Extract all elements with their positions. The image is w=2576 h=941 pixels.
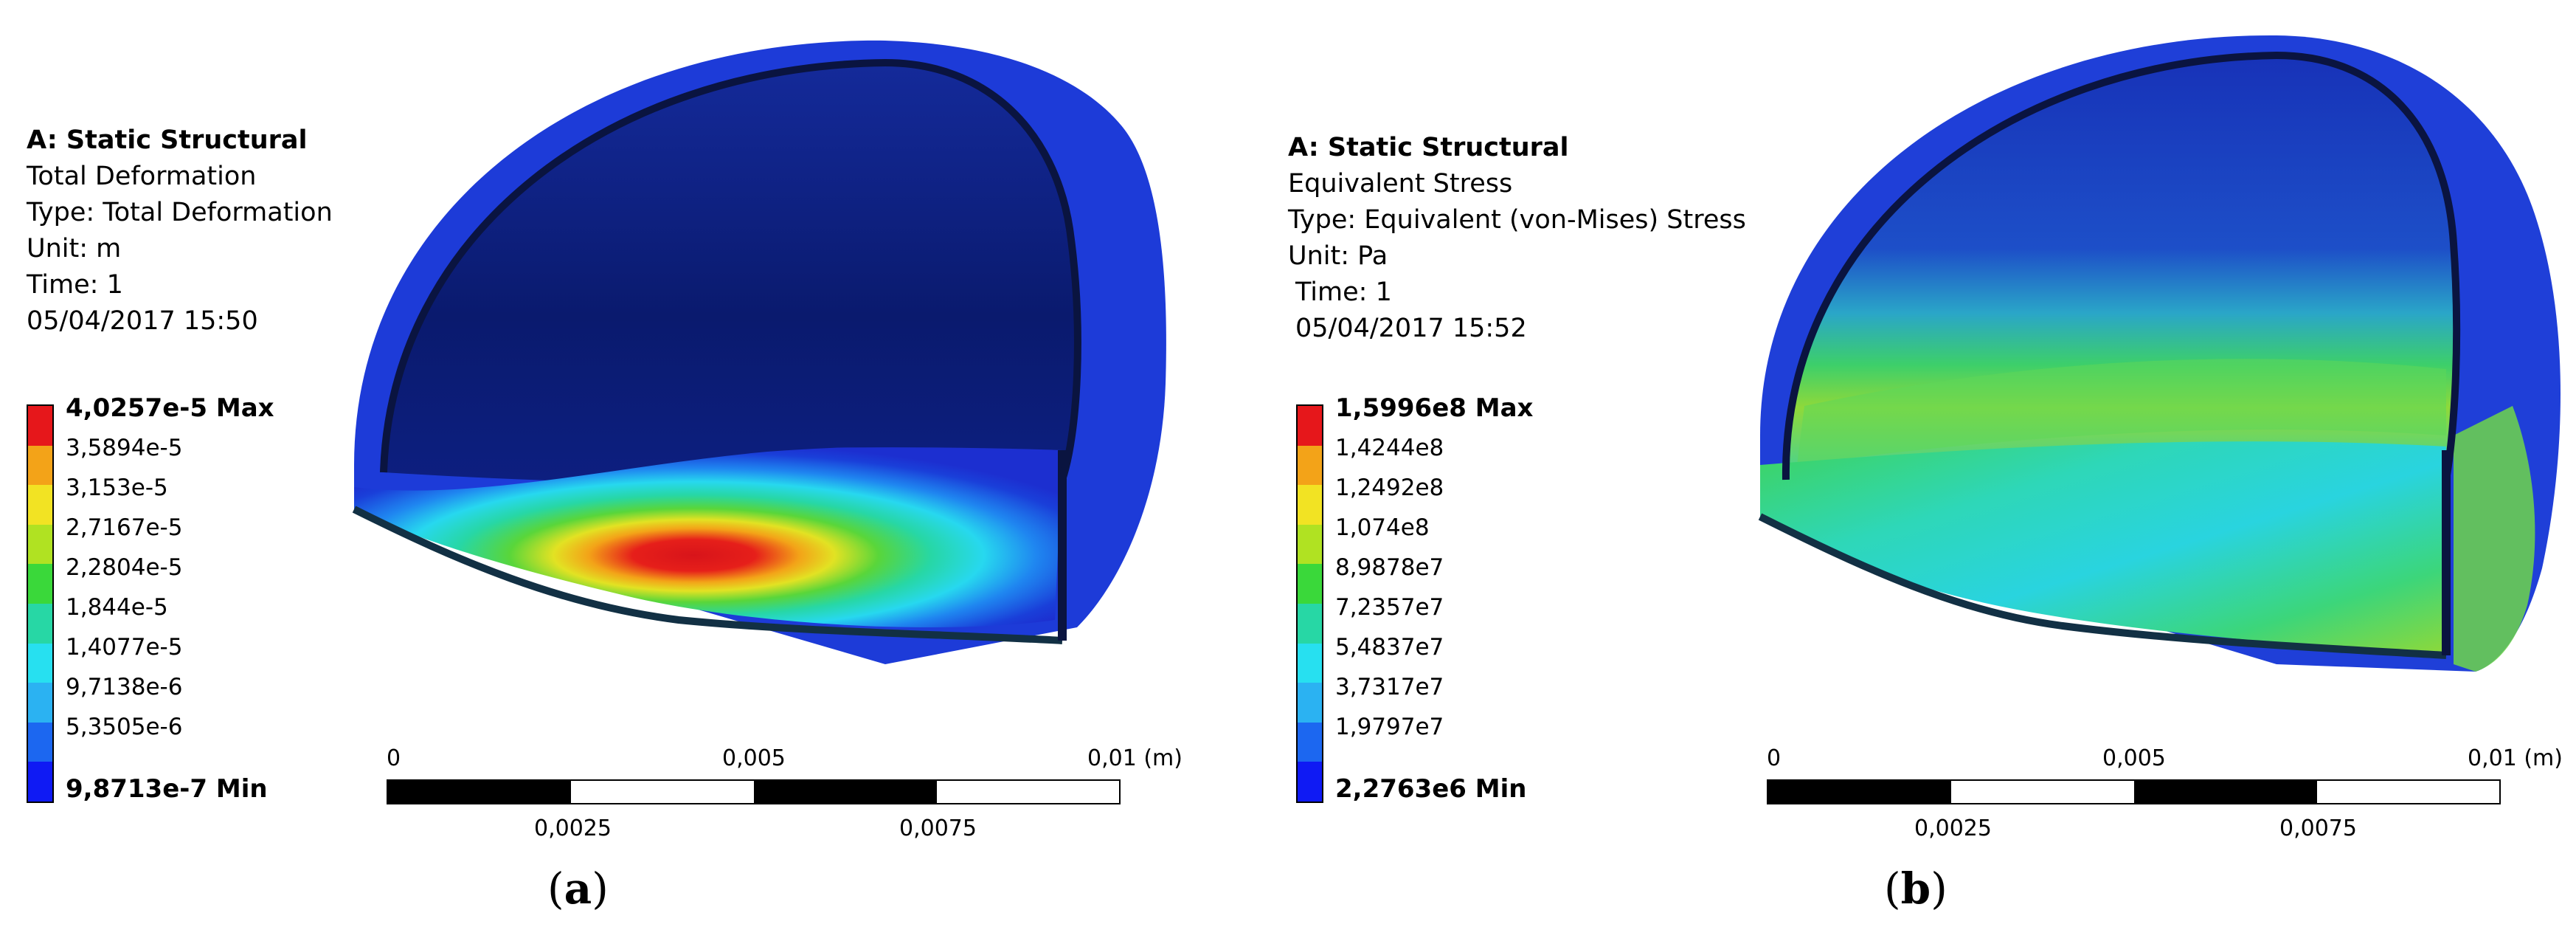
result-time: Time: 1 [1295,278,1392,307]
scale-tick-label: 0,005 [722,745,786,771]
legend-color-swatch [1298,683,1322,723]
legend-max-label: 4,0257e-5 Max [66,393,274,423]
scale-bar-graphic [387,779,1121,804]
scale-tick-label: 0,0025 [1914,816,1992,841]
scale-bar: 0 0,005 0,01 (m) 0,0025 0,0075 [387,745,1183,849]
legend-color-swatch [28,445,52,486]
legend-color-swatch [1298,722,1322,762]
legend-value: 2,7167e-5 [66,514,183,541]
floor-contour [354,447,1062,627]
scale-bar: 0 0,005 0,01 (m) 0,0025 0,0075 [1767,745,2563,849]
legend-value: 3,153e-5 [66,475,168,501]
legend-color-swatch [1298,762,1322,802]
legend-max-label: 1,5996e8 Max [1335,393,1534,423]
legend-min-label: 2,2763e6 Min [1335,774,1527,804]
floor-contour [1760,441,2446,653]
result-timestamp: 05/04/2017 15:50 [27,306,258,336]
legend-color-swatch [1298,445,1322,486]
legend-value: 5,4837e7 [1335,634,1444,661]
legend-value: 9,7138e-6 [66,674,183,700]
legend-color-swatch [1298,406,1322,446]
legend-value: 1,2492e8 [1335,475,1444,501]
legend-color-swatch [1298,485,1322,525]
analysis-title: A: Static Structural [27,125,308,155]
legend-value: 2,2804e-5 [66,554,183,581]
legend-color-swatch [28,683,52,723]
result-type: Type: Equivalent (von-Mises) Stress [1288,205,1746,235]
inner-cavity [384,63,1078,485]
result-timestamp: 05/04/2017 15:52 [1295,314,1527,343]
legend-color-swatch [1298,564,1322,604]
result-name: Equivalent Stress [1288,169,1513,199]
scale-tick-label: 0,0075 [899,816,977,841]
legend-value: 1,9797e7 [1335,714,1444,740]
scale-tick-label: 0,01 (m) [1087,745,1183,771]
panel-total-deformation: A: Static Structural Total Deformation T… [27,22,1183,914]
legend-value: 1,844e-5 [66,594,168,621]
result-type: Type: Total Deformation [27,198,333,227]
stress-contour-model[interactable] [1716,22,2564,731]
scale-tick-label: 0,0025 [534,816,612,841]
result-name: Total Deformation [27,162,257,191]
legend-color-bar [27,404,54,803]
scale-tick-label: 0,0075 [2279,816,2357,841]
legend-color-swatch [28,762,52,802]
legend-value: 1,4077e-5 [66,634,183,661]
legend-color-swatch [28,524,52,565]
legend-value: 7,2357e7 [1335,594,1444,621]
scale-tick-label: 0,01 (m) [2468,745,2563,771]
legend-color-swatch [1298,524,1322,565]
scale-bar-graphic [1767,779,2501,804]
panel-equivalent-stress: A: Static Structural Equivalent Stress T… [1288,0,2576,941]
subfigure-caption: (b) [1884,864,1947,914]
legend-value: 8,9878e7 [1335,554,1444,581]
legend-color-swatch [28,643,52,683]
analysis-title: A: Static Structural [1288,133,1569,162]
legend-value: 3,5894e-5 [66,435,183,461]
result-header: A: Static Structural Total Deformation T… [27,123,333,339]
legend-value: 1,4244e8 [1335,435,1444,461]
legend-color-swatch [1298,604,1322,644]
result-unit: Unit: Pa [1288,241,1388,271]
legend-color-bar [1296,404,1323,803]
legend-min-label: 9,8713e-7 Min [66,774,268,804]
legend-value: 1,074e8 [1335,514,1430,541]
scale-tick-label: 0 [387,745,401,771]
legend-color-swatch [28,722,52,762]
result-time: Time: 1 [27,270,123,300]
scale-tick-label: 0 [1767,745,1782,771]
result-header: A: Static Structural Equivalent Stress T… [1288,130,1746,347]
legend-color-swatch [28,406,52,446]
legend-value: 5,3505e-6 [66,714,183,740]
legend-color-swatch [28,485,52,525]
scale-tick-label: 0,005 [2102,745,2166,771]
legend-color-swatch [28,604,52,644]
legend-color-swatch [28,564,52,604]
deformation-contour-model[interactable] [325,22,1173,731]
result-unit: Unit: m [27,234,122,263]
legend-color-swatch [1298,643,1322,683]
subfigure-caption: (a) [547,864,609,914]
legend-value: 3,7317e7 [1335,674,1444,700]
